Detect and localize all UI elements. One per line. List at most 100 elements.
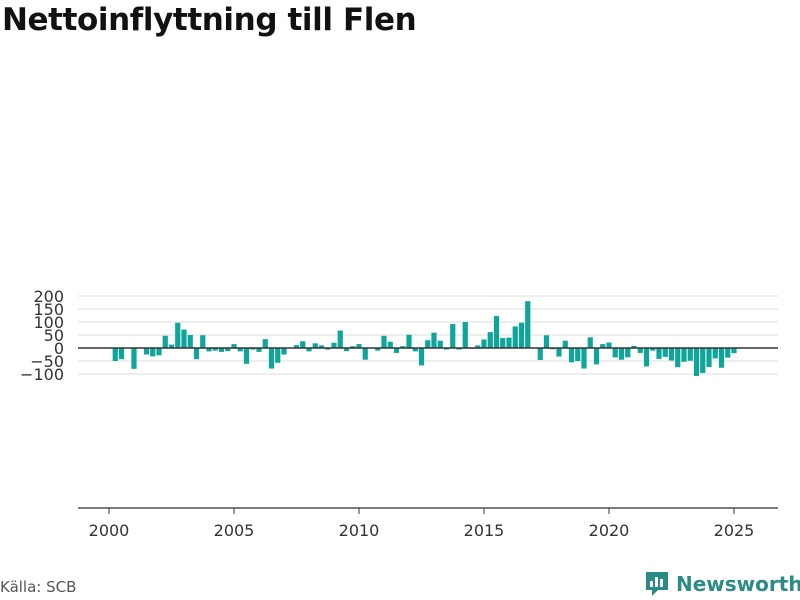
bar [618,348,625,360]
y-tick-label: −100 [20,365,64,384]
bar [675,348,681,368]
y-tick-label: 100 [33,313,64,332]
y-tick-label: 200 [33,287,64,306]
bar [431,332,437,348]
bar [193,348,200,360]
bar [462,322,468,348]
bar [475,345,481,348]
bar [625,348,631,358]
bar [706,348,712,367]
bar [387,341,393,348]
bar [350,346,356,348]
bar [712,348,718,359]
bar [631,345,637,348]
bar [731,348,737,354]
bar [437,340,443,348]
bar-series [78,301,778,377]
bar [668,348,675,361]
bar [225,348,231,352]
bar [300,341,306,348]
bar [218,348,225,352]
bar [293,345,300,348]
bar [562,340,568,348]
bar [243,348,250,364]
bar [556,348,562,357]
x-tick-label: 2005 [214,521,255,540]
source-note: Källa: SCB [0,578,77,596]
bar [318,345,325,348]
bar [150,348,156,357]
bar [700,348,706,373]
x-axis: 2000 2005 2010 2015 2020 2025 [78,507,778,540]
bar [112,348,118,361]
bar [693,348,700,377]
bar [718,348,725,368]
bar [231,344,237,348]
brand[interactable]: Newsworthy [644,570,800,598]
bar [312,343,318,348]
x-tick-label: 2000 [89,521,130,540]
bar [687,348,693,361]
x-tick-label: 2020 [589,521,630,540]
bar [493,316,500,348]
newsworthy-logo-icon [646,572,668,596]
bar [306,348,312,352]
bar [337,330,343,348]
bar [525,301,531,348]
bar [175,322,181,348]
x-tick-label: 2010 [339,521,380,540]
bar [425,340,431,348]
bar [487,332,493,348]
bar [612,348,618,358]
bar [381,335,387,348]
bar [212,348,218,351]
bar [393,348,400,353]
bar [412,348,418,352]
bar [143,348,150,355]
bar [481,339,487,348]
bar [168,344,175,348]
bar [606,342,612,348]
brand-name: Newsworthy [676,572,800,596]
bar [131,348,137,369]
bar [356,344,362,348]
y-tick-label: 0 [54,339,64,358]
bar [343,348,350,352]
bar [268,348,275,369]
bar [637,348,643,353]
bar [200,335,206,348]
bar [506,337,512,348]
bar [575,348,581,361]
bar [406,334,412,348]
x-tick-label: 2015 [464,521,505,540]
y-tick-label: 50 [44,326,64,345]
chart-title: Nettoinflyttning till Flen [2,2,417,38]
y-tick-label: −50 [30,352,64,371]
x-tick-label: 2025 [714,521,755,540]
bar [187,335,193,348]
y-tick-label: 150 [33,300,64,319]
bar [331,342,337,348]
bar [725,348,731,358]
bar [156,348,162,356]
bar [581,348,587,369]
bar [256,348,262,352]
bar [275,348,281,363]
bar [600,344,606,348]
bar [400,346,406,348]
bar [518,322,525,348]
bar [281,348,287,355]
bar [650,348,656,351]
bar [587,337,593,348]
bar [662,348,668,357]
bar [643,348,650,367]
bar [593,348,600,365]
bar [568,348,575,363]
bar [512,326,518,348]
grid-lines [78,295,778,375]
bar [418,348,425,366]
bar [118,348,125,360]
bar [206,348,212,352]
